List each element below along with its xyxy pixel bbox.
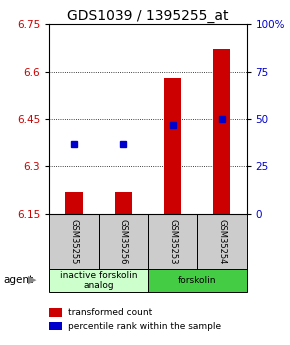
Bar (148, 214, 197, 269)
Bar (65, 192, 83, 214)
Text: GSM35254: GSM35254 (217, 219, 226, 264)
Bar (49, 269, 148, 292)
Bar (99, 214, 148, 269)
Text: agent: agent (3, 275, 33, 285)
Text: GSM35256: GSM35256 (119, 219, 128, 264)
Text: transformed count: transformed count (68, 308, 153, 317)
Text: forskolin: forskolin (178, 276, 216, 285)
Bar (148, 269, 246, 292)
Bar (115, 192, 132, 214)
Bar (49, 214, 99, 269)
Bar (197, 214, 246, 269)
Bar (213, 49, 231, 214)
Text: ▶: ▶ (28, 275, 36, 285)
Bar (164, 78, 181, 214)
Text: inactive forskolin
analog: inactive forskolin analog (60, 270, 137, 290)
Title: GDS1039 / 1395255_at: GDS1039 / 1395255_at (67, 9, 229, 23)
Text: percentile rank within the sample: percentile rank within the sample (68, 322, 221, 331)
Text: GSM35253: GSM35253 (168, 219, 177, 264)
Text: GSM35255: GSM35255 (69, 219, 79, 264)
